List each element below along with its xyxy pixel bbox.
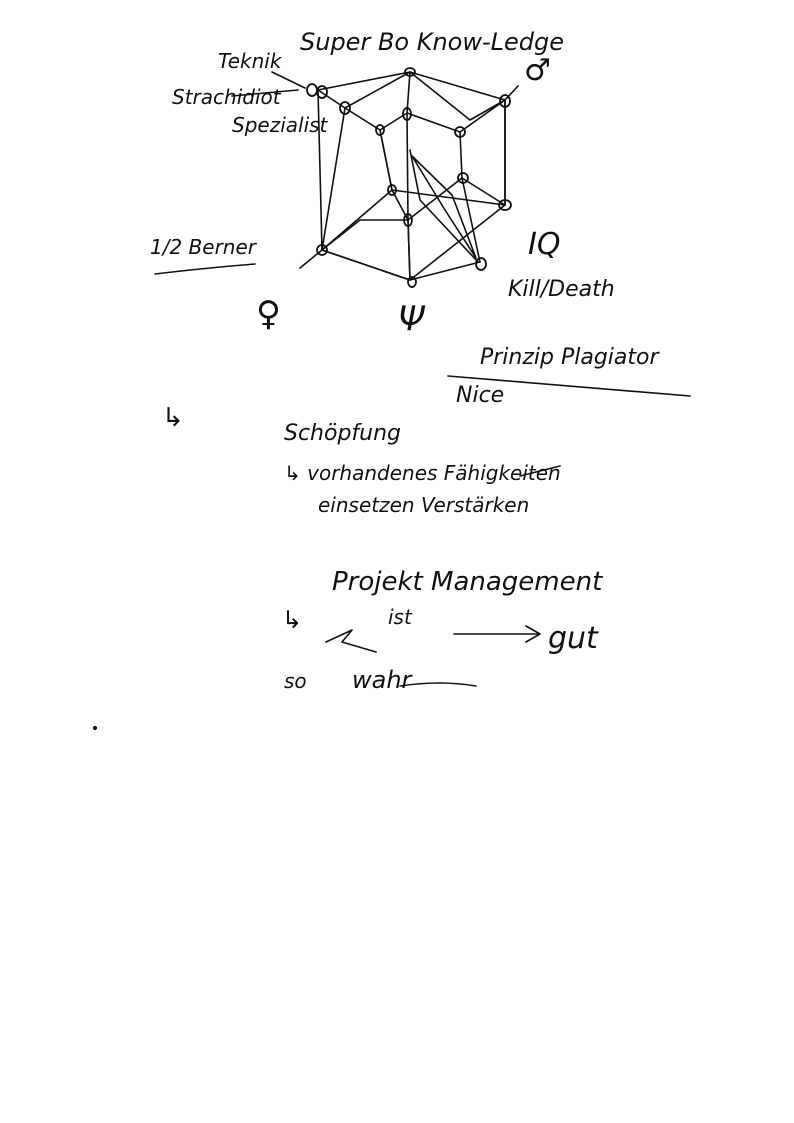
note-vorhanden-line: ↳ vorhandenes Fähigkeiten: [284, 461, 561, 485]
note-bullet-mark: ↳: [162, 403, 184, 433]
node-inner-right: [454, 126, 466, 138]
half-berner-underline: [154, 263, 256, 275]
note-einsetzen-line: einsetzen Verstärken: [318, 493, 529, 517]
label-super-knowledge: Super Bo Know-Ledge: [300, 28, 564, 56]
node-center-top: [402, 107, 412, 121]
node-strachidiot: [316, 85, 328, 99]
node-inner-bottom-right: [457, 172, 469, 184]
note-schoepfung: Schöpfung: [284, 421, 401, 446]
node-center-bottom: [403, 213, 413, 227]
note-projekt-management: Projekt Management: [332, 567, 603, 597]
wahr-tail: [399, 682, 477, 687]
node-male: [499, 94, 511, 108]
note-so: so: [284, 669, 307, 693]
node-spezialist: [339, 101, 351, 115]
note-prinzip-plagiator: Prinzip Plagiator: [480, 345, 660, 370]
node-psi: [407, 276, 417, 288]
node-female: [316, 244, 328, 256]
label-female: ♀: [256, 294, 281, 334]
note-arrow-hook: ↳: [282, 606, 302, 634]
label-male: ♂: [524, 53, 551, 88]
node-technik: [306, 83, 318, 97]
label-technik: Teknik: [218, 49, 283, 73]
label-kill-death: Kill/Death: [508, 277, 615, 302]
note-wahr: wahr: [352, 666, 414, 694]
technik-pointer: [271, 71, 306, 89]
label-iq: IQ: [528, 227, 560, 262]
strachidiot-strikethrough: [231, 89, 299, 97]
label-strachidiot: Strachidiot: [172, 85, 282, 109]
note-ist: ist: [388, 605, 413, 629]
vorhanden-strikethrough: [519, 465, 561, 477]
label-half-berner: 1/2 Berner: [150, 235, 258, 259]
prinzip-underline: [447, 375, 691, 397]
note-gut: gut: [548, 621, 599, 656]
note-nice: Nice: [456, 383, 504, 408]
node-super-knowledge: [404, 67, 416, 77]
diagram-nodes: [306, 67, 512, 288]
node-inner-bottom-left: [387, 184, 397, 196]
arrow-to-gut: [453, 625, 541, 643]
node-iq: [498, 199, 512, 211]
stray-dot: [92, 725, 98, 731]
zigzag-mark: [325, 629, 377, 653]
node-kill-death: [475, 257, 487, 271]
node-inner-left: [375, 124, 385, 136]
label-psi: Ψ: [398, 299, 426, 339]
label-spezialist: Spezialist: [232, 113, 329, 137]
diagram-edges: [299, 71, 519, 281]
